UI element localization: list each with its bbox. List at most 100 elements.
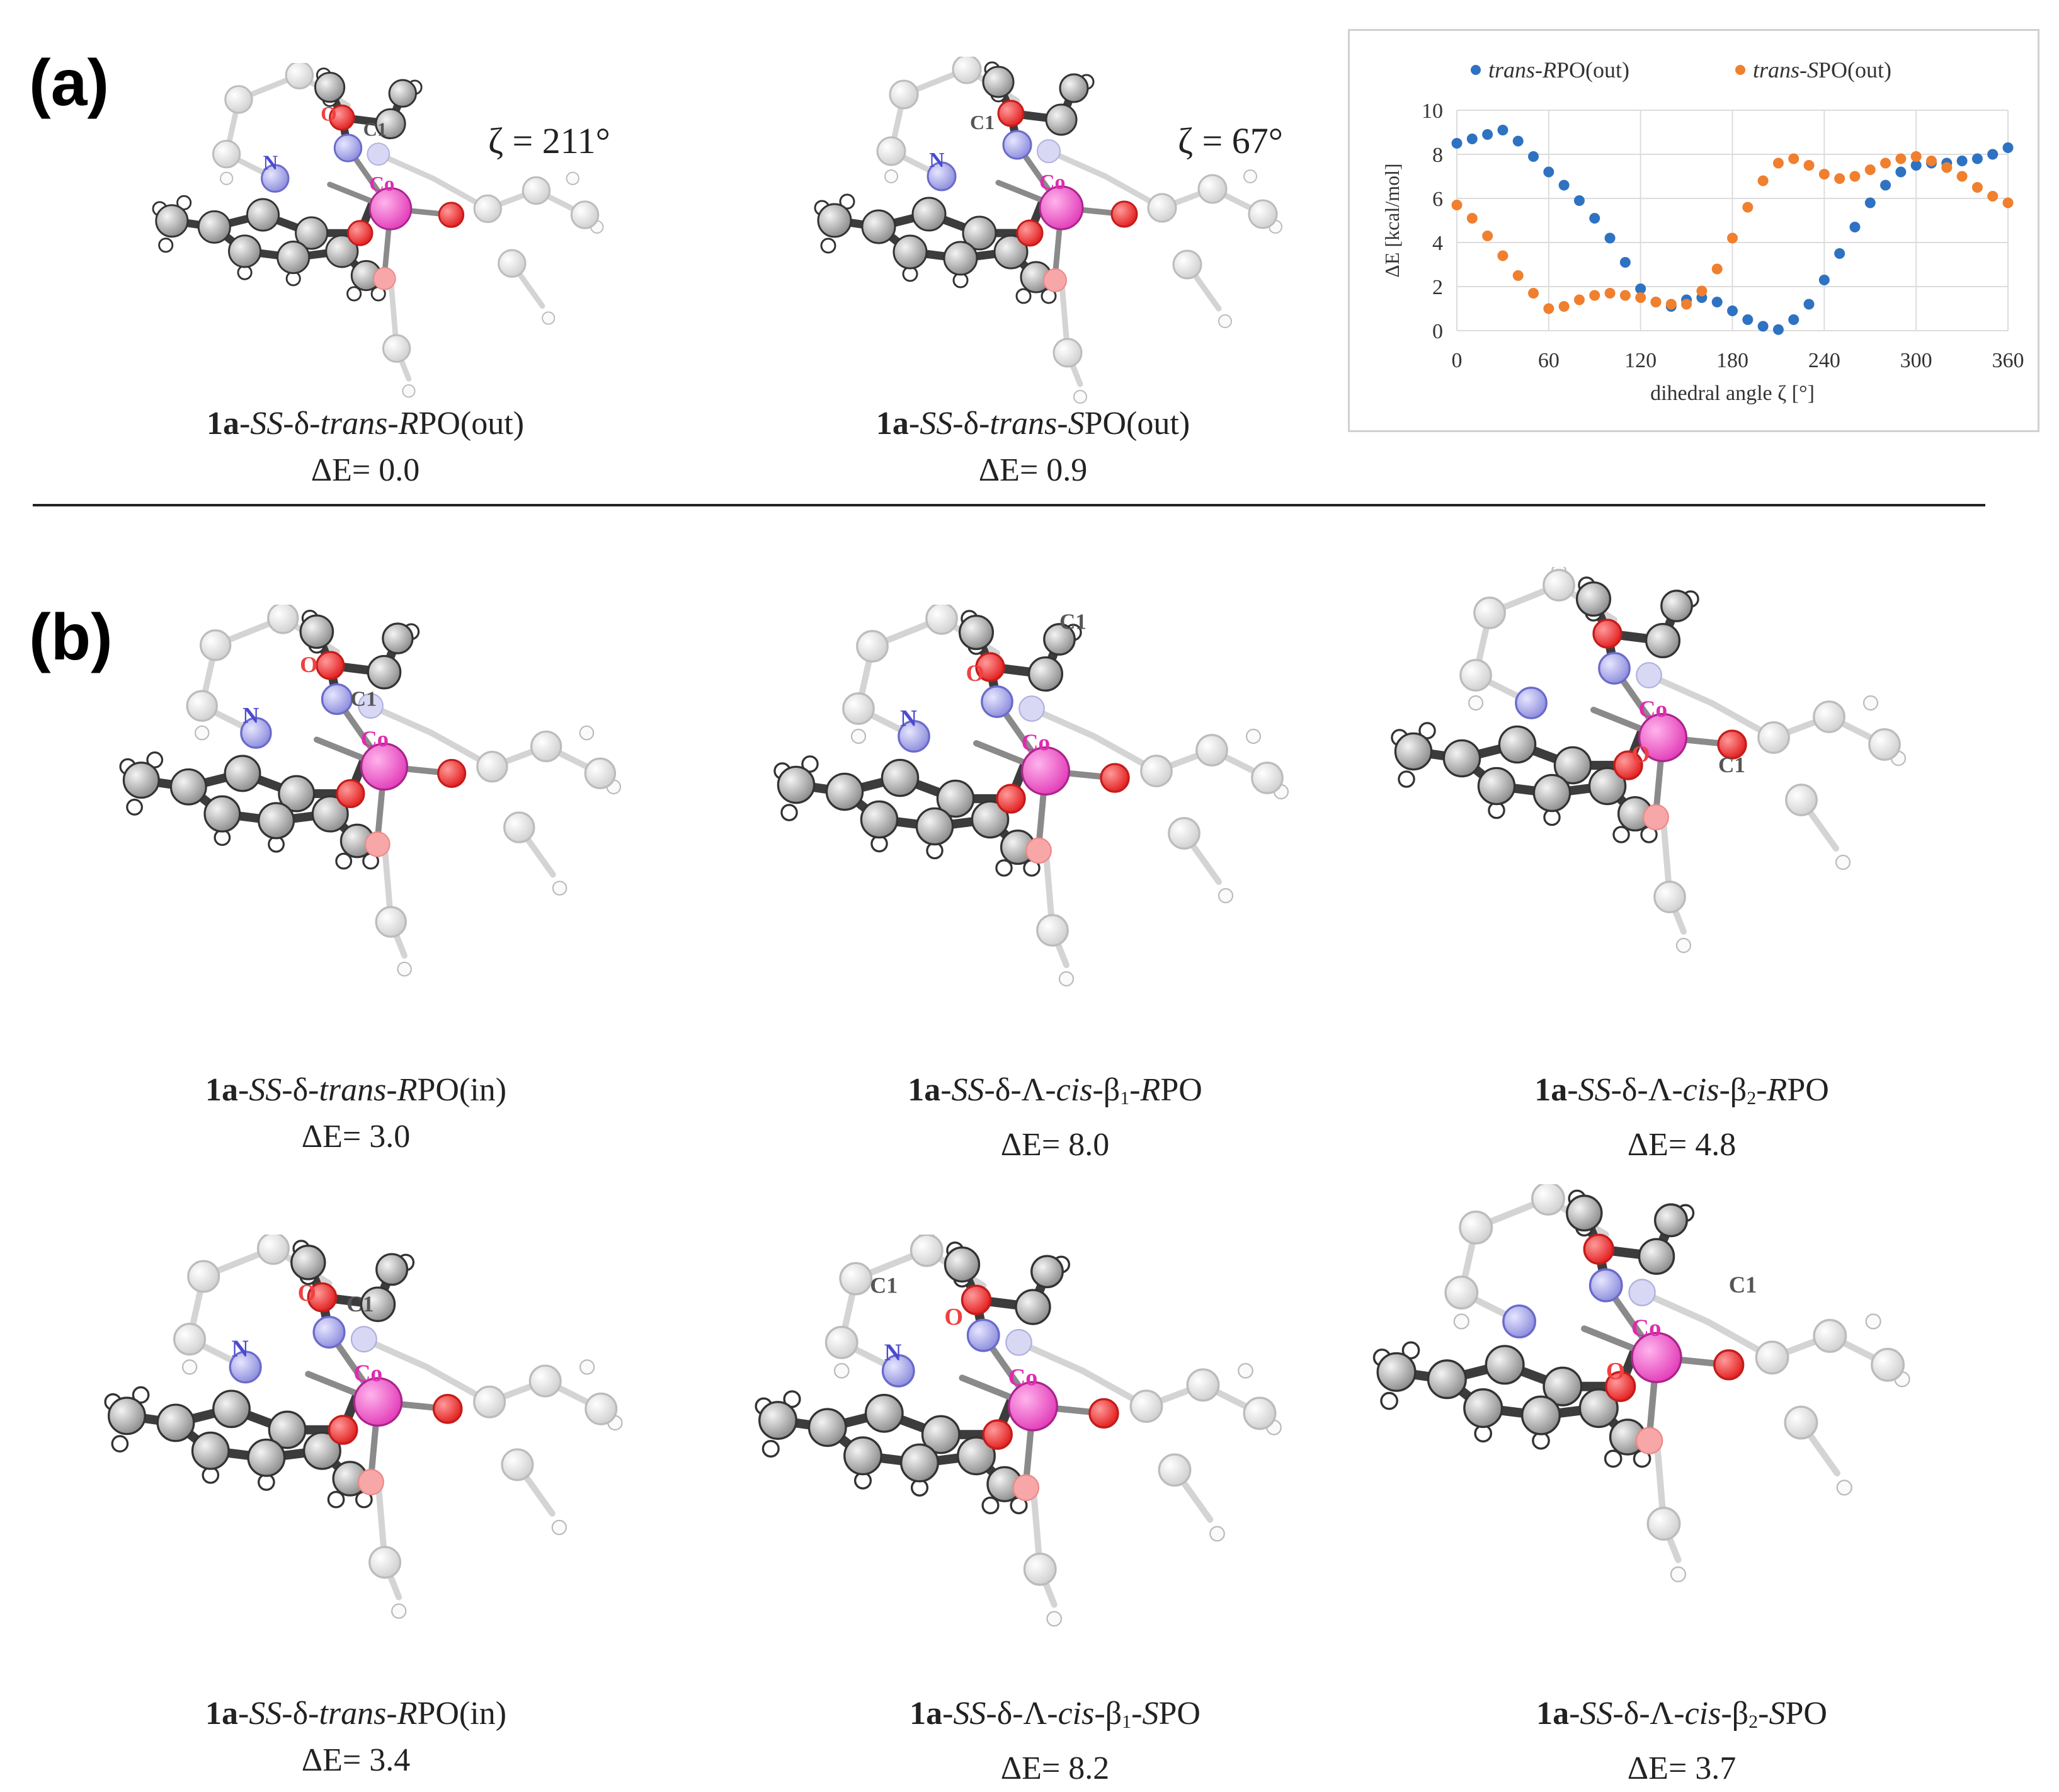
- caption-a1-energy: ΔE= 0.0: [311, 452, 420, 488]
- data-point-series-0: [1497, 125, 1509, 135]
- data-point-series-0: [1849, 222, 1861, 232]
- data-point-series-0: [1482, 129, 1493, 140]
- y-axis-label: ΔE [kcal/mol]: [1381, 163, 1403, 277]
- atom-label-c1: C1: [350, 687, 377, 711]
- data-point-series-1: [1665, 299, 1677, 310]
- data-point-series-0: [1803, 299, 1815, 310]
- y-tick-label: 2: [1432, 276, 1443, 299]
- atom-label-co: Co: [1631, 1315, 1662, 1342]
- data-point-series-0: [1543, 166, 1554, 178]
- energy-chart: 0 2 4 6 8 10 0 60 120 180 240 300 360 dihedral angle …: [1381, 57, 2024, 405]
- atom-label-c1: C1: [1059, 610, 1087, 634]
- data-point-series-1: [1864, 164, 1876, 175]
- panel-label-a: (a): [29, 47, 110, 120]
- data-point-series-0: [1788, 314, 1799, 325]
- atom-label-co: Co: [369, 173, 394, 196]
- data-point-series-0: [1772, 324, 1784, 335]
- atom-label-o: O: [944, 1304, 963, 1330]
- data-point-series-1: [1543, 303, 1554, 314]
- atom-label-o: O: [300, 652, 317, 677]
- atom-label-co: Co: [1639, 697, 1668, 722]
- data-point-series-1: [1880, 157, 1891, 169]
- data-point-series-0: [1451, 138, 1463, 149]
- caption-b6: 1a-SS-δ-Λ-cis-β2-SPO ΔE= 3.7: [1536, 1691, 1827, 1792]
- data-point-series-0: [1971, 153, 1983, 164]
- data-point-series-0: [1956, 156, 1968, 166]
- data-point-series-0: [1573, 195, 1585, 206]
- atom-label-c1: C1: [1718, 753, 1745, 777]
- data-point-series-1: [1895, 153, 1907, 164]
- caption-b5-title: 1a-SS-δ-Λ-cis-β1-SPO: [910, 1696, 1201, 1732]
- data-point-series-0: [1466, 134, 1478, 144]
- atom-label-n: N: [900, 706, 917, 732]
- x-tick-label: 0: [1452, 349, 1463, 372]
- atom-label-n: N: [263, 152, 278, 174]
- atom-label-o: O: [1632, 742, 1650, 768]
- caption-a2: 1a-SS-δ-trans-SPO(out) ΔE= 0.9: [876, 401, 1190, 494]
- molecule-a2: N Co C1: [800, 57, 1323, 409]
- data-point-series-1: [1941, 162, 1953, 173]
- data-point-series-0: [1512, 135, 1524, 147]
- data-point-series-1: [1925, 156, 1937, 166]
- atom-label-c1: C1: [970, 111, 995, 134]
- data-point-series-1: [1803, 160, 1815, 171]
- atom-label-co: Co: [1022, 730, 1051, 756]
- data-point-series-1: [1849, 171, 1861, 182]
- caption-a1: 1a-SS-δ-trans-RPO(out) ΔE= 0.0: [207, 401, 524, 494]
- data-point-series-1: [1696, 285, 1708, 297]
- atom-label-o: O: [321, 103, 337, 126]
- caption-b6-title: 1a-SS-δ-Λ-cis-β2-SPO: [1536, 1696, 1827, 1732]
- y-tick-label: 10: [1422, 100, 1443, 123]
- data-point-series-0: [1864, 197, 1876, 208]
- x-tick-label: 120: [1624, 349, 1657, 372]
- legend-marker-series-0: [1471, 65, 1481, 75]
- data-point-series-1: [1772, 157, 1784, 169]
- atom-label-n: N: [242, 703, 259, 728]
- data-point-series-0: [1895, 166, 1907, 178]
- data-point-series-1: [1727, 232, 1738, 244]
- data-point-series-1: [1573, 294, 1585, 305]
- caption-b2: 1a-SS-δ-Λ-cis-β1-RPO ΔE= 8.0: [908, 1067, 1202, 1168]
- caption-b4-energy: ΔE= 3.4: [301, 1742, 411, 1778]
- caption-a2-energy: ΔE= 0.9: [978, 452, 1088, 488]
- caption-b3-title: 1a-SS-δ-Λ-cis-β2-RPO: [1534, 1072, 1829, 1109]
- atom-label-c1: C1: [1729, 1272, 1757, 1298]
- atom-label-o: O: [966, 661, 984, 687]
- caption-b5: 1a-SS-δ-Λ-cis-β1-SPO ΔE= 8.2: [910, 1691, 1201, 1792]
- caption-b4-title: 1a-SS-δ-trans-RPO(in): [205, 1696, 507, 1732]
- data-point-series-1: [1589, 290, 1600, 301]
- atom-label-n: N: [232, 1336, 249, 1362]
- data-point-series-1: [1512, 270, 1524, 281]
- molecule-a1: N O Co C1: [107, 63, 674, 403]
- molecule-b1: N O Co C1: [107, 605, 661, 983]
- y-tick-label: 6: [1432, 188, 1443, 211]
- molecule-b6: Co O C1: [1367, 1184, 1946, 1675]
- data-point-series-1: [1466, 213, 1478, 224]
- atom-label-c1: C1: [363, 119, 387, 140]
- data-point-series-1: [1711, 263, 1723, 275]
- atom-label-co: Co: [1008, 1364, 1038, 1391]
- caption-a2-title: 1a-SS-δ-trans-SPO(out): [876, 406, 1190, 442]
- data-point-series-1: [1818, 169, 1830, 180]
- data-point-series-1: [1757, 175, 1769, 186]
- atom-label-c1: C1: [870, 1273, 898, 1298]
- data-point-series-1: [1834, 173, 1845, 184]
- atom-label-o: O: [1606, 1358, 1625, 1385]
- y-tick-label: 0: [1432, 320, 1443, 343]
- molecule-b4: N O Co C1: [63, 1235, 693, 1625]
- data-point-series-0: [1880, 180, 1891, 191]
- molecule-b3: Co O C1: [1386, 567, 1940, 1033]
- legend-label-series-0: trans-RPO(out): [1488, 57, 1629, 83]
- panel-label-b: (b): [29, 601, 113, 674]
- data-point-series-0: [1757, 321, 1769, 332]
- data-point-series-1: [1482, 231, 1493, 241]
- x-tick-label: 240: [1808, 349, 1840, 372]
- zeta-label-a2: ζ = 67°: [1178, 120, 1283, 161]
- data-point-series-1: [1604, 288, 1616, 299]
- x-tick-label: 360: [1992, 349, 2024, 372]
- atom-label-n: N: [884, 1339, 902, 1366]
- x-tick-label: 180: [1716, 349, 1748, 372]
- data-point-series-1: [1910, 151, 1922, 162]
- caption-b3-energy: ΔE= 4.8: [1627, 1127, 1737, 1163]
- data-point-series-0: [1604, 232, 1616, 244]
